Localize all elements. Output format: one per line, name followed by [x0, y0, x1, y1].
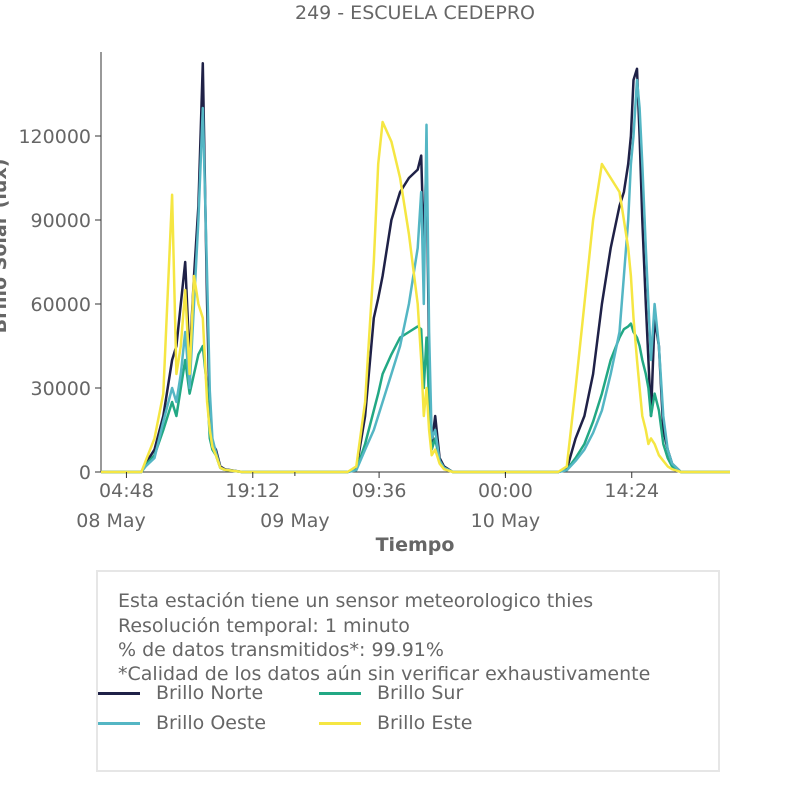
- y-axis-label: Brillo Solar (lux): [0, 158, 11, 334]
- info-quality-text: *Calidad de los datos aún sin verificar …: [118, 663, 651, 685]
- x-date-label: 08 May: [76, 510, 146, 532]
- series-line-2: [101, 78, 730, 474]
- legend-label-norte: Brillo Norte: [156, 682, 264, 704]
- chart-title: 249 - ESCUELA CEDEPRO: [294, 2, 536, 24]
- x-tick-label: 09:36: [352, 480, 407, 502]
- x-tick-label: 00:00: [478, 480, 533, 502]
- legend-item-sur: Brillo Sur: [319, 682, 463, 704]
- series-line-3: [101, 120, 730, 474]
- y-tick-label: 60000: [31, 294, 91, 316]
- legend-item-norte: Brillo Norte: [98, 682, 263, 704]
- info-legend-box: Esta estación tiene un sensor meteorolog…: [96, 570, 720, 772]
- info-sensor-text: Esta estación tiene un sensor meteorolog…: [118, 590, 594, 612]
- x-axis-label: Tiempo: [375, 534, 455, 556]
- x-date-label: 09 May: [260, 510, 330, 532]
- legend-label-sur: Brillo Sur: [377, 682, 464, 704]
- chart-axes: [100, 52, 730, 473]
- legend-item-oeste: Brillo Oeste: [98, 712, 266, 734]
- y-tick-label: 90000: [31, 210, 91, 232]
- info-resolution-text: Resolución temporal: 1 minuto: [118, 615, 410, 637]
- x-tick-label: 04:48: [99, 480, 154, 502]
- legend-item-este: Brillo Este: [319, 712, 472, 734]
- legend-label-este: Brillo Este: [377, 712, 473, 734]
- y-tick-label: 0: [79, 462, 91, 484]
- chart-series: [101, 61, 730, 474]
- chart-ticks: 0 30000 60000 90000 120000 04:48 19:12 09:36 00:…: [18, 126, 659, 532]
- legend-swatch-norte: [98, 691, 140, 695]
- info-transmitted-text: % de datos transmitidos*: 99.91%: [118, 639, 444, 661]
- y-tick-label: 120000: [18, 126, 91, 148]
- x-date-label: 10 May: [471, 510, 541, 532]
- x-tick-label: 19:12: [225, 480, 280, 502]
- y-tick-label: 30000: [31, 378, 91, 400]
- legend-swatch-sur: [319, 691, 361, 695]
- legend-label-oeste: Brillo Oeste: [156, 712, 267, 734]
- x-tick-label: 14:24: [604, 480, 659, 502]
- legend-swatch-oeste: [98, 721, 140, 725]
- legend-swatch-este: [319, 721, 361, 725]
- series-line-1: [101, 322, 730, 474]
